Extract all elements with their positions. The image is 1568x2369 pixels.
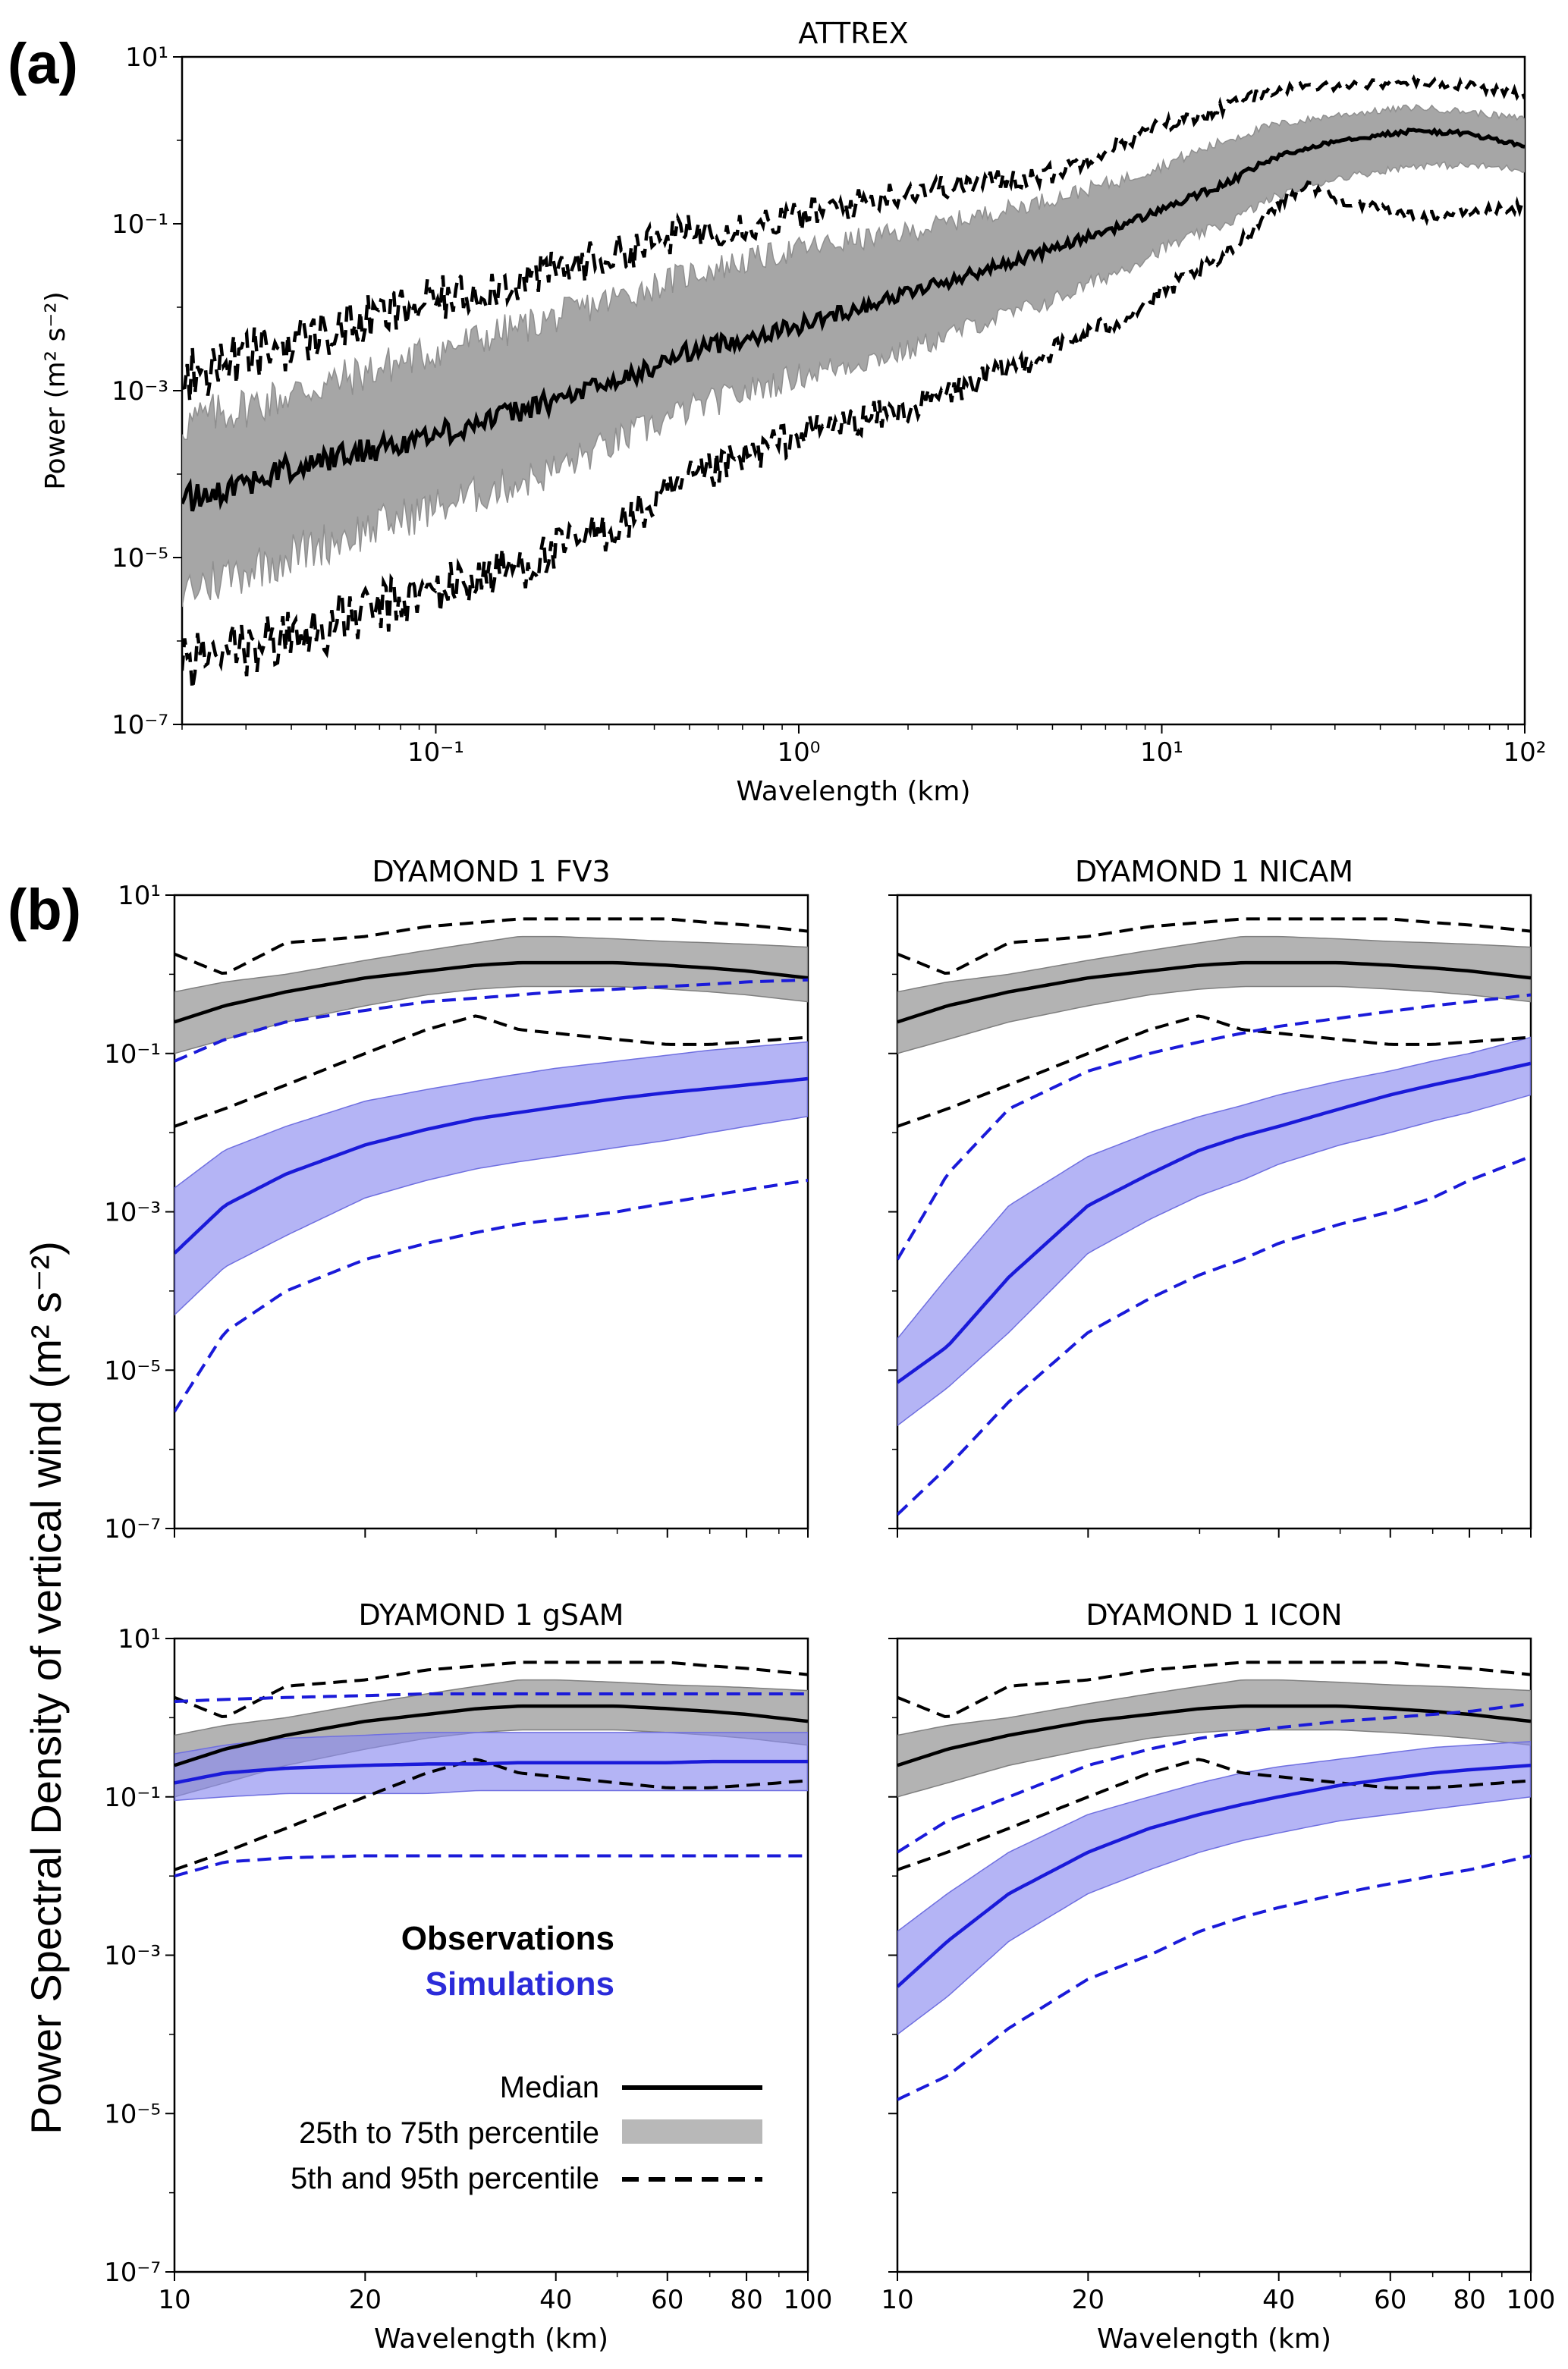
gsam-sim-p5-line [174,1854,808,1878]
fv3-ytick-label-4: 10¹ [118,881,161,911]
icon-sim-p95-line [897,1702,1531,1854]
gsam-ytick-label-4: 10¹ [118,1624,161,1654]
legend-observations: Observations [401,1920,614,1957]
attrex-title: ATTREX [798,17,908,50]
gsam-ytick-label-2: 10⁻³ [104,1941,161,1972]
gsam-xtick-label-0: 10 [158,2285,190,2315]
attrex-xlabel: Wavelength (km) [736,776,970,807]
gsam-sim-median-line [174,1759,808,1785]
nicam-obs-p5-line [897,1014,1531,1128]
icon-obs-p95-line [897,1660,1531,1719]
fv3-ytick-label-0: 10⁻⁷ [104,1514,161,1544]
attrex-p95-line [182,74,1525,402]
shared-ylabel-b: Power Spectral Density of vertical wind … [22,1241,70,2135]
fv3-ytick-label-2: 10⁻³ [104,1198,161,1228]
nicam-obs-median-line [897,960,1531,1024]
legend: Observations Simulations Median 25th to … [291,1920,762,2195]
attrex-median-line [182,127,1525,512]
chart-icon: 10 20 40 60 80 100 DYAMOND 1 ICON Wavelength (k… [881,1598,1555,2355]
gsam-obs-median-line [174,1704,808,1767]
fv3-title: DYAMOND 1 FV3 [372,855,610,888]
legend-iqr-swatch [622,2119,762,2144]
attrex-iqr-band [182,104,1525,608]
legend-median-label: Median [500,2071,599,2104]
icon-xlabel: Wavelength (km) [1097,2323,1331,2355]
icon-sim-p5-line [897,1854,1531,2101]
legend-simulations: Simulations [426,1965,614,2003]
icon-sim-iqr-band [897,1741,1531,2035]
icon-xtick-label-4: 80 [1453,2285,1485,2315]
chart-attrex: 10⁻⁷ 10⁻⁵ 10⁻³ 10⁻¹ 10¹ 10⁻¹ 10⁰ 10¹ 10² ATTREX Wa… [40,17,1546,807]
gsam-xtick-label-3: 60 [651,2285,683,2315]
attrex-p5-line [182,180,1525,690]
gsam-xtick-label-1: 20 [349,2285,382,2315]
gsam-title: DYAMOND 1 gSAM [359,1598,624,1632]
fv3-obs-p5-line [174,1014,808,1128]
nicam-sim-p95-line [897,993,1531,1261]
fv3-obs-median-line [174,960,808,1024]
icon-title: DYAMOND 1 ICON [1086,1598,1342,1632]
fv3-ytick-label-3: 10⁻¹ [104,1039,161,1070]
panel-b-letter: (b) [8,878,81,942]
attrex-ytick-label-3: 10⁻¹ [112,209,168,240]
chart-nicam: DYAMOND 1 NICAM [888,855,1532,1538]
legend-iqr-label: 25th to 75th percentile [299,2116,599,2150]
attrex-xtick-label-3: 10² [1504,737,1547,768]
gsam-xlabel: Wavelength (km) [374,2323,608,2355]
nicam-sim-p5-line [897,1155,1531,1516]
icon-xtick-label-1: 20 [1072,2285,1105,2315]
gsam-plot-area [174,1660,808,1878]
attrex-plot-area [182,74,1525,690]
chart-fv3: 10⁻⁷ 10⁻⁵ 10⁻³ 10⁻¹ 10¹ DYAMOND 1 FV3 [104,855,809,1544]
fv3-ytick-label-1: 10⁻⁵ [104,1356,161,1386]
icon-obs-median-line [897,1704,1531,1767]
attrex-xtick-label-1: 10⁰ [778,737,821,768]
gsam-sim-iqr-band [174,1732,808,1802]
fv3-plot-area [174,917,808,1412]
fv3-sim-p5-line [174,1179,808,1412]
fv3-sim-p95-line [174,978,808,1063]
gsam-xtick-label-5: 100 [784,2285,833,2315]
icon-xtick-label-2: 40 [1262,2285,1295,2315]
fv3-sim-median-line [174,1076,808,1255]
icon-xtick-label-0: 10 [881,2285,913,2315]
panel-a-letter: (a) [8,32,78,96]
nicam-obs-p95-line [897,917,1531,976]
chart-gsam: 10⁻⁷ 10⁻⁵ 10⁻³ 10⁻¹ 10¹ 10 20 40 60 80 100 DYAMOND … [104,1598,832,2355]
fv3-sim-iqr-band [174,1041,808,1316]
attrex-xtick-label-0: 10⁻¹ [407,737,464,768]
gsam-ytick-label-0: 10⁻⁷ [104,2257,161,2288]
icon-sim-median-line [897,1763,1531,1988]
attrex-ytick-label-0: 10⁻⁷ [112,710,168,740]
gsam-xtick-label-2: 40 [539,2285,572,2315]
nicam-plot-area [897,917,1531,1516]
nicam-sim-median-line [897,1061,1531,1384]
attrex-ytick-label-4: 10¹ [125,42,168,73]
legend-p5-95-label: 5th and 95th percentile [291,2162,599,2195]
gsam-obs-p5-line [174,1758,808,1871]
attrex-ylabel: Power (m² s⁻²) [40,291,71,490]
nicam-sim-iqr-band [897,1036,1531,1427]
attrex-xtick-label-2: 10¹ [1140,737,1183,768]
gsam-obs-p95-line [174,1660,808,1719]
gsam-xtick-label-4: 80 [730,2285,762,2315]
attrex-ytick-label-1: 10⁻⁵ [112,543,168,573]
gsam-ytick-label-3: 10⁻¹ [104,1783,161,1813]
gsam-ytick-label-1: 10⁻⁵ [104,2099,161,2129]
fv3-obs-p95-line [174,917,808,976]
icon-xtick-label-5: 100 [1507,2285,1556,2315]
icon-xtick-label-3: 60 [1374,2285,1406,2315]
attrex-ytick-label-2: 10⁻³ [112,376,168,407]
nicam-title: DYAMOND 1 NICAM [1075,855,1353,888]
icon-obs-p5-line [897,1758,1531,1871]
icon-plot-area [897,1660,1531,2101]
